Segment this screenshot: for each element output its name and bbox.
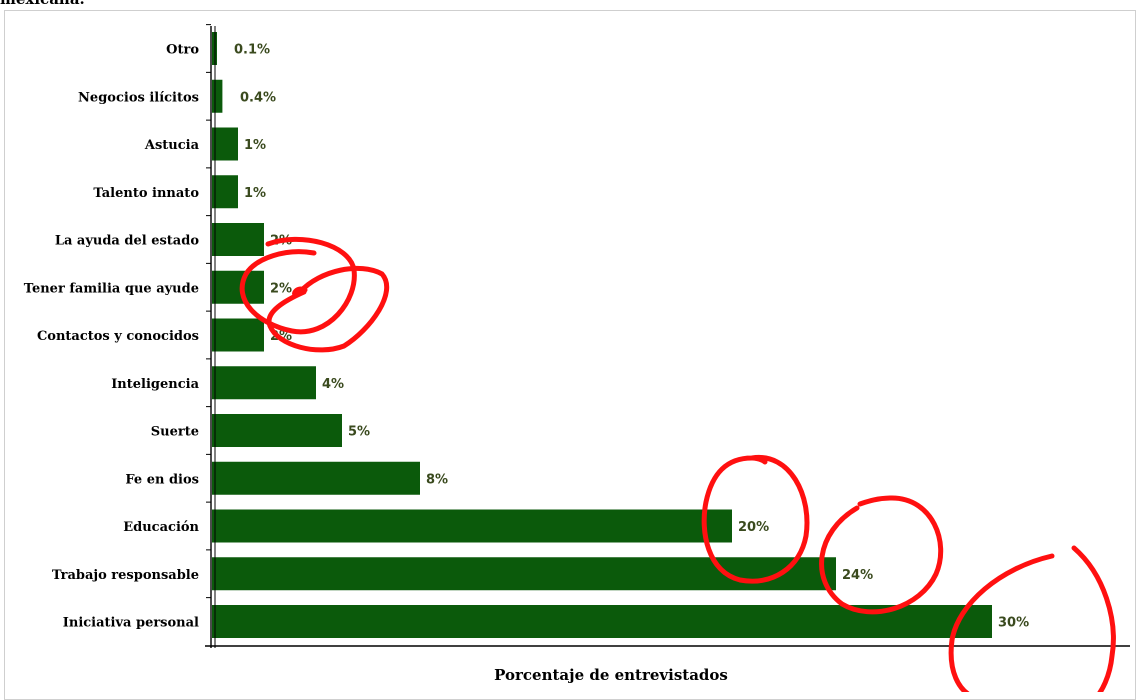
value-label: 30%	[998, 616, 1029, 631]
value-label: 0.1%	[234, 43, 270, 58]
value-label: 20%	[738, 520, 769, 535]
value-label: 8%	[426, 472, 448, 487]
bar-trabajo-responsable	[212, 557, 836, 591]
x-axis-label: Porcentaje de entrevistados	[494, 666, 728, 684]
bar-suerte	[212, 414, 342, 447]
value-label: 24%	[842, 568, 873, 583]
red-annotations	[239, 236, 1116, 692]
value-label: 4%	[322, 377, 344, 392]
annotation-circle-20pct	[701, 455, 810, 584]
annotation-circle-24pct	[819, 495, 944, 615]
annotation-circle-2pct-b	[266, 265, 390, 353]
value-label: 1%	[244, 186, 266, 201]
category-label: Astucia	[144, 138, 200, 153]
category-label: Fe en dios	[125, 472, 199, 487]
bar-negocios-ilicitos	[212, 79, 223, 113]
bar-talento-innato	[212, 175, 238, 209]
value-label: 2%	[270, 281, 292, 296]
bar-fe-en-dios	[212, 461, 420, 495]
category-label: Talento innato	[93, 186, 199, 201]
category-label: Educación	[123, 520, 199, 535]
category-label: Trabajo responsable	[52, 568, 199, 583]
bar-astucia	[212, 127, 238, 161]
bar-inteligencia	[212, 366, 316, 400]
annotation-circle-2pct-a	[239, 236, 357, 335]
category-label: Tener familia que ayude	[24, 281, 199, 296]
value-label: 5%	[348, 425, 370, 440]
page-heading: mexicana.	[0, 0, 85, 12]
annotation-circle-30pct	[948, 545, 1116, 692]
bar-la-ayuda-del-estado	[212, 223, 264, 256]
category-label: La ayuda del estado	[55, 234, 199, 249]
category-label: Otro	[166, 43, 199, 58]
category-label: Iniciativa personal	[63, 616, 199, 631]
value-label: 0.4%	[240, 90, 276, 105]
category-label: Negocios ilícitos	[78, 90, 199, 105]
category-label: Suerte	[151, 425, 199, 440]
category-label: Inteligencia	[111, 377, 199, 392]
bar-contactos-y-conocidos	[212, 318, 264, 352]
bar-tener-familia-que-ayude	[212, 270, 264, 304]
bar-educacion	[212, 509, 732, 543]
category-label: Contactos y conocidos	[37, 329, 199, 344]
value-label: 1%	[244, 138, 266, 153]
